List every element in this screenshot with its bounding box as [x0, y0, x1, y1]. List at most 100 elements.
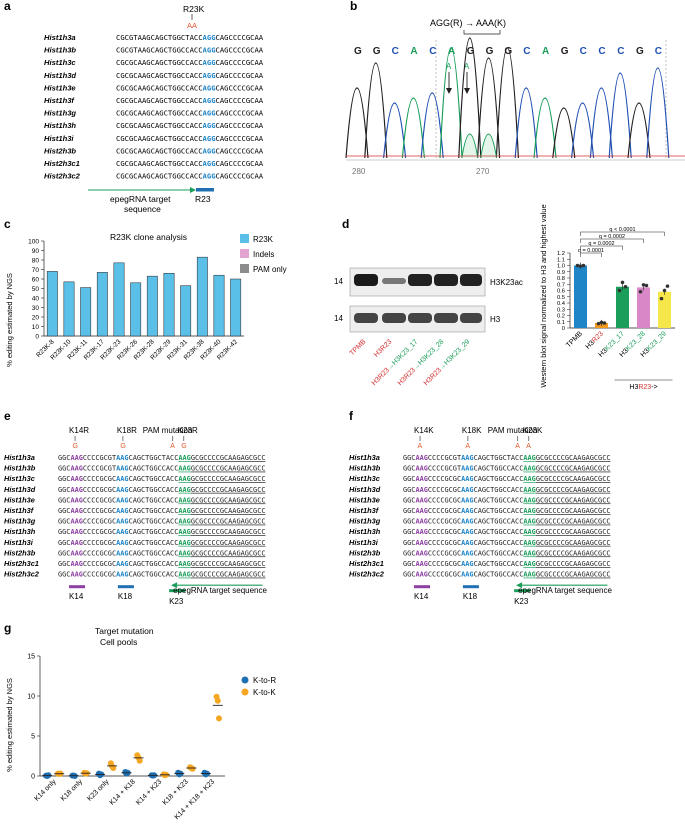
- gene-name: Hist1h3h: [349, 527, 381, 536]
- annotation-label: K23K: [523, 426, 543, 435]
- target-label: epegRNA target sequence: [173, 586, 267, 595]
- gene-name: Hist1h3a: [44, 33, 76, 42]
- target-label-1: epegRNA target: [110, 194, 171, 204]
- replicate-point: [617, 288, 622, 293]
- base-call: G: [504, 46, 512, 57]
- c-ytick: 60: [32, 277, 40, 284]
- sequence-row: GGCAAGCCCCGCGCAAGCAGCTGGCCACCAAGGCGCCCCG…: [58, 560, 266, 568]
- gene-name: Hist1h3g: [4, 517, 36, 526]
- k14-bar: [69, 585, 86, 589]
- k14-bar: [414, 585, 431, 589]
- gene-name: Hist2h3b: [4, 548, 36, 557]
- replicate-point: [578, 264, 583, 268]
- trace-peak: [477, 57, 501, 159]
- replicate-point: [575, 263, 580, 268]
- c-ytick: 80: [32, 258, 40, 265]
- gene-name: Hist1h3h: [4, 527, 36, 536]
- sequence-row: GGCAAGCCCCGCGTAAGCAGCTGGCCACCAAGGCGCCCCG…: [58, 465, 266, 473]
- replicate-point: [641, 283, 646, 287]
- base-call: C: [617, 46, 624, 57]
- replicate-point: [644, 283, 649, 288]
- annotation-base: A: [170, 443, 175, 450]
- c-ytick: 70: [32, 267, 40, 274]
- lane-label: H3R23→H3K23_29: [423, 338, 472, 387]
- annotation-base: G: [120, 443, 125, 450]
- g-xtick: K14 + K23: [135, 778, 163, 806]
- sequence-row: CGCGCAAGCAGCTGGCCACCAGGCAGCCCCGCAA: [116, 96, 264, 105]
- panel-g-label: g: [4, 621, 11, 635]
- legend-pam-only: PAM only: [253, 265, 287, 274]
- annotation-base: A: [515, 443, 520, 450]
- sequence-row: GGCAAGCCCCGCGTAAGCAGCTGGCTACCAAGGCGCCCCG…: [403, 454, 611, 462]
- mutation-bases: AA: [187, 21, 197, 30]
- annotation-label: PAM mutation: [488, 426, 538, 435]
- c-ytick: 30: [32, 305, 40, 312]
- base-call: G: [561, 46, 569, 57]
- trace-peak: [495, 47, 519, 159]
- sequence-row: GGCAAGCCCCGCGCAAGCAGCTGGCCACCAAGGCGCCCCG…: [403, 560, 611, 568]
- legend-k-to-r: K-to-R: [253, 676, 276, 685]
- group-label: H3R23->: [629, 384, 657, 391]
- chromatogram-trace: [345, 37, 685, 159]
- blot-label-h3: H3: [490, 315, 501, 324]
- sequence-row: CGCGTAAGCAGCTGGCCACCAGGCAGCCCCGCAA: [116, 46, 264, 55]
- target-label-2: sequence: [124, 204, 161, 214]
- gene-name: Hist1h3d: [349, 485, 381, 494]
- sequence-row: CGCGCAAGCAGCTGGCCACCAGGCAGCCCCGCAA: [116, 71, 264, 80]
- gene-name: Hist1h3e: [4, 495, 35, 504]
- sequence-row: GGCAAGCCCCGCGCAAGCAGCTGGCCACCAAGGCGCCCCG…: [403, 539, 611, 547]
- trace-peak: [514, 87, 538, 159]
- c-ytick: 10: [32, 324, 40, 331]
- bar-r23k: [230, 278, 242, 337]
- codon-label: K14: [414, 592, 429, 601]
- significance-label: q = 0.0002: [599, 234, 625, 240]
- gene-name: Hist1h3f: [44, 96, 75, 105]
- trace-peak: [589, 87, 613, 159]
- base-call: C: [598, 46, 605, 57]
- sequence-row: GGCAAGCCCCGCGCAAGCAGCTGGCCACCAAGGCGCCCCG…: [403, 549, 611, 557]
- g-ytick: 15: [27, 654, 35, 661]
- panel-c: c R23K clone analysis % editing estimate…: [4, 217, 287, 367]
- annotation-label: PAM mutation: [143, 426, 193, 435]
- trace-peak: [458, 37, 482, 159]
- base-call: A: [448, 46, 455, 57]
- panel-a: a R23K AA Hist1h3a CGCGTAAGCAGCTGGCTACCAG…: [4, 0, 264, 214]
- mw-14-top: 14: [334, 277, 343, 286]
- base-call: C: [580, 46, 587, 57]
- g-ytick: 10: [27, 694, 35, 701]
- trace-peak: [552, 107, 576, 159]
- d-ytick: 0.9: [557, 270, 565, 276]
- significance-label: q = 0.0002: [588, 241, 614, 247]
- annotation-label: K18R: [117, 426, 137, 435]
- gene-name: Hist1h3f: [4, 506, 35, 515]
- trace-peak: [364, 62, 388, 159]
- trace-peak: [646, 67, 670, 159]
- gene-name: Hist1h3i: [349, 538, 379, 547]
- k18-bar: [117, 585, 134, 589]
- gene-name: Hist2h3c1: [44, 159, 80, 168]
- edit-a-2: A: [464, 62, 470, 71]
- annotation-label: K14R: [69, 426, 89, 435]
- d-ytick: 1.2: [557, 251, 565, 257]
- mutation-label: R23K: [183, 4, 205, 14]
- chart-c-legend: R23K Indels PAM only: [240, 234, 287, 274]
- d-xtick: H3R23: [585, 330, 605, 350]
- base-call: G: [373, 46, 381, 57]
- lane-label: H3R23→H3K23_17: [371, 338, 420, 387]
- k23-bar: [514, 589, 531, 593]
- trace-peak: [533, 97, 557, 159]
- trace-peak: [571, 102, 595, 159]
- base-call: G: [467, 46, 475, 57]
- sequence-row: GGCAAGCCCCGCGCAAGCAGCTGGCCACCAAGGCGCCCCG…: [58, 528, 266, 536]
- d-ytick: 0.3: [557, 307, 565, 313]
- gene-name: Hist1h3d: [4, 485, 36, 494]
- gene-name: Hist1h3c: [44, 58, 76, 67]
- replicate-point: [599, 320, 604, 325]
- d-ytick: 0.2: [557, 314, 565, 320]
- d-ytick: 0.1: [557, 320, 565, 326]
- c-ytick: 100: [28, 239, 39, 246]
- legend-indels: Indels: [253, 250, 274, 259]
- bar-r23k: [130, 282, 142, 337]
